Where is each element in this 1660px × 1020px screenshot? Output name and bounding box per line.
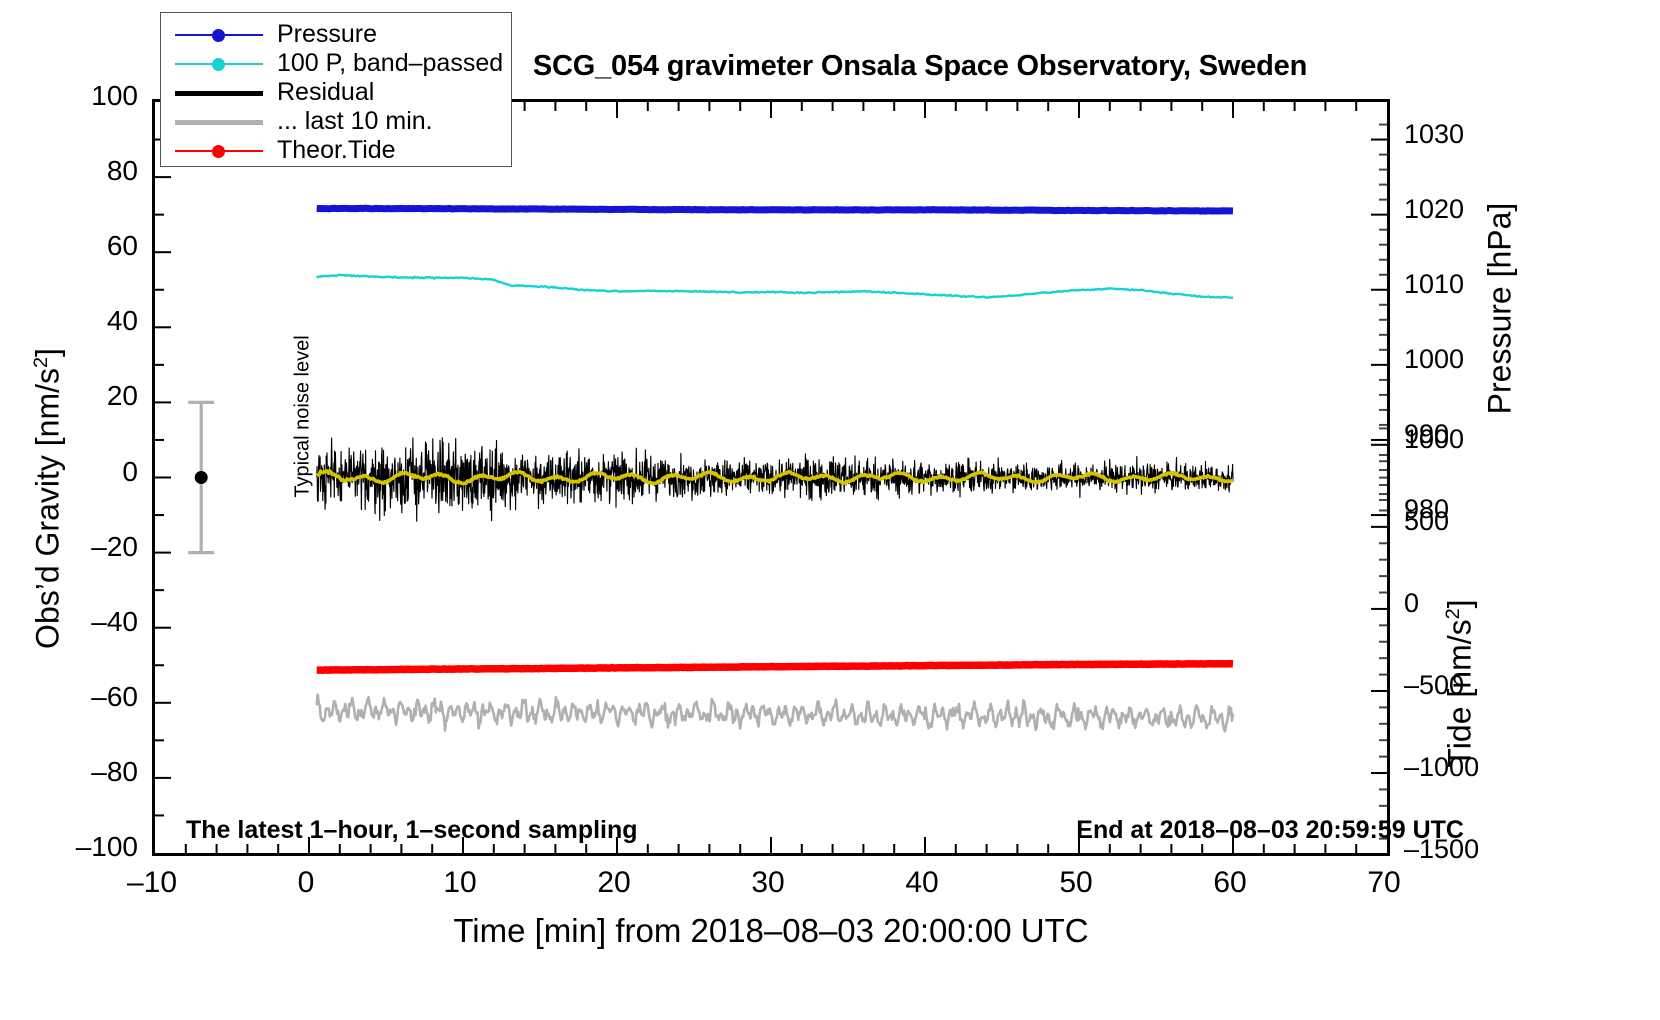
x-tick-label: 10 — [443, 866, 477, 899]
y-axis-label-left-tail: ] — [29, 348, 66, 357]
legend: Pressure 100 P, band–passed Residual... la… — [160, 12, 512, 167]
y-tick-label-left: –100 — [75, 831, 138, 862]
legend-item: Residual — [161, 78, 511, 107]
plot-area — [152, 99, 1390, 856]
y-axis-label-left-exponent: 2 — [29, 356, 52, 368]
x-tick-label: –10 — [126, 866, 178, 899]
y-tick-label-left: 20 — [106, 380, 138, 412]
legend-swatch — [175, 112, 263, 132]
y-tick-label-tide: 0 — [1404, 587, 1420, 618]
y-tick-label-pressure: 990 — [1404, 418, 1450, 449]
plot-svg — [155, 102, 1387, 853]
series-residual — [316, 437, 1234, 522]
y-tick-label-left: –60 — [91, 680, 138, 712]
legend-item: Theor.Tide — [161, 136, 511, 165]
y-axis-label-pressure: Pressure [hPa] — [1481, 202, 1518, 415]
noise-errorbar-point — [194, 471, 208, 484]
y-tick-label-tide: –1000 — [1404, 752, 1480, 783]
y-tick-label-pressure: 980 — [1404, 494, 1450, 525]
y-tick-label-left: 80 — [106, 155, 138, 187]
series-theor-tide — [315, 659, 1235, 674]
page-title: SCG_054 gravimeter Onsala Space Observat… — [532, 50, 1308, 82]
y-axis-label-left: Obs’d Gravity [nm/s2] — [30, 289, 67, 709]
y-tick-label-left: 60 — [106, 230, 138, 262]
series-pressure — [315, 204, 1235, 215]
x-tick-label: 30 — [751, 866, 785, 899]
x-tick-label: 0 — [297, 866, 315, 899]
y-tick-label-pressure: 1030 — [1404, 118, 1465, 149]
x-axis-label: Time [min] from 2018–08–03 20:00:00 UTC — [453, 912, 1089, 949]
legend-label: Pressure — [277, 20, 378, 48]
noise-level-label: Typical noise level — [291, 335, 314, 498]
series-bandpassed — [316, 273, 1233, 299]
footer-end-time: End at 2018–08–03 20:59:59 UTC — [1076, 816, 1464, 844]
y-tick-label-left: –40 — [91, 605, 138, 637]
y-tick-label-left: –80 — [91, 755, 138, 787]
y-tick-label-tide: –1500 — [1404, 834, 1480, 865]
y-tick-label-pressure: 1020 — [1404, 193, 1465, 224]
legend-label: Theor.Tide — [277, 136, 396, 164]
x-tick-label: 40 — [905, 866, 939, 899]
x-tick-label: 60 — [1213, 866, 1247, 899]
x-tick-label: 20 — [597, 866, 631, 899]
x-tick-label: 70 — [1367, 866, 1401, 899]
y-tick-label-pressure: 1000 — [1404, 343, 1465, 374]
series-residual-smoothed — [315, 469, 1234, 486]
legend-label: Residual — [277, 78, 375, 106]
y-tick-label-left: 40 — [106, 305, 138, 337]
legend-swatch — [175, 83, 263, 103]
legend-item: Pressure — [161, 20, 511, 49]
x-tick-label: 50 — [1059, 866, 1093, 899]
legend-swatch — [175, 54, 263, 74]
y-tick-label-tide: –500 — [1404, 669, 1465, 700]
y-tick-label-left: 0 — [122, 455, 138, 487]
legend-swatch — [175, 25, 263, 45]
legend-item: 100 P, band–passed — [161, 49, 511, 78]
y-tick-label-tide: 1000 — [1404, 423, 1465, 454]
legend-swatch — [175, 141, 263, 161]
y-tick-label-left: –20 — [91, 530, 138, 562]
y-tick-label-left: 100 — [91, 80, 138, 111]
y-tick-label-tide: 500 — [1404, 505, 1450, 536]
y-tick-label-pressure: 1010 — [1404, 268, 1465, 299]
series-last-10-min — [315, 693, 1235, 733]
footer-sampling-note: The latest 1–hour, 1–second sampling — [186, 816, 638, 844]
legend-label: 100 P, band–passed — [277, 49, 504, 77]
legend-label: ... last 10 min. — [277, 107, 433, 135]
legend-item: ... last 10 min. — [161, 107, 511, 136]
